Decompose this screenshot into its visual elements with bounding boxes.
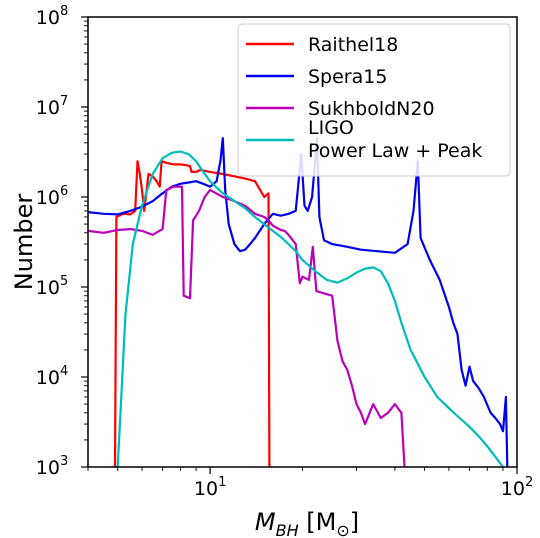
series-line-1 [88, 137, 509, 467]
x-tick-label: 101 [194, 475, 226, 500]
legend-box [237, 23, 511, 177]
y-tick-label: 107 [36, 94, 68, 119]
y-tick-label: 104 [36, 364, 68, 389]
legend-label-3: LIGO [308, 117, 354, 139]
x-tick-label: 102 [501, 475, 533, 500]
y-tick-label: 105 [36, 274, 68, 299]
legend-label-3-line2: Power Law + Peak [308, 140, 482, 162]
series-line-0 [113, 160, 271, 467]
y-tick-label: 103 [36, 454, 68, 479]
y-tick-label: 106 [36, 184, 68, 209]
legend-label-0: Raithel18 [308, 34, 398, 56]
y-tick-label: 108 [36, 4, 68, 29]
series-line-2 [88, 185, 406, 467]
series-line-3 [116, 150, 504, 467]
x-axis: 101 102 [87, 467, 533, 500]
legend-label-1: Spera15 [308, 66, 387, 88]
legend-label-2: SukhboldN20 [308, 98, 435, 120]
x-axis-label: MBH [M⊙] [255, 508, 359, 538]
y-axis: 103 104 105 106 107 108 [36, 4, 88, 479]
y-axis-label: Number [10, 194, 38, 291]
series-layer [88, 137, 509, 467]
